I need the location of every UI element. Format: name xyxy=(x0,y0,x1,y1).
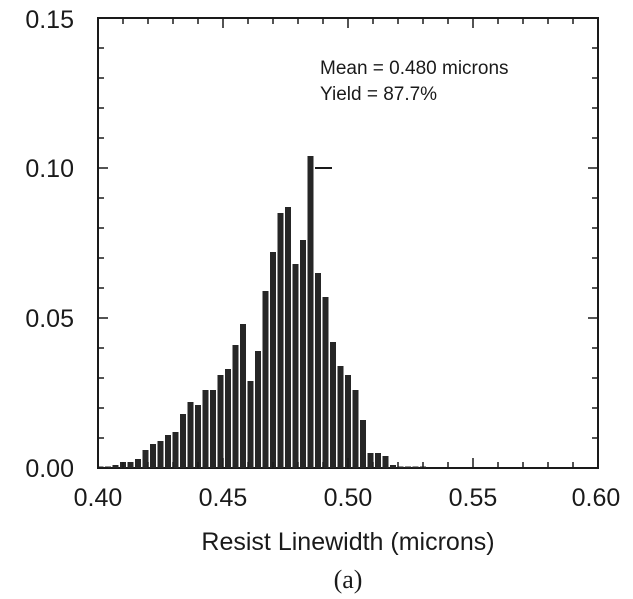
histogram-bar xyxy=(405,466,411,468)
histogram-bar xyxy=(157,441,164,468)
histogram-bar xyxy=(285,207,291,468)
histogram-bar xyxy=(142,450,149,468)
histogram-bar xyxy=(322,297,329,468)
histogram-bar xyxy=(337,366,344,468)
x-tick-label-3: 0.55 xyxy=(449,484,498,512)
x-tick-label-4: 0.60 xyxy=(572,484,621,512)
y-tick-label-0: 0.00 xyxy=(25,455,74,483)
histogram-bar xyxy=(390,465,396,468)
histogram-bar xyxy=(172,432,179,468)
histogram-bar xyxy=(315,273,321,468)
y-tick-label-1: 0.05 xyxy=(25,305,74,333)
y-tick-label-3: 0.15 xyxy=(25,6,74,34)
histogram-bar xyxy=(397,466,404,468)
histogram-bar xyxy=(225,369,231,468)
x-tick-label-1: 0.45 xyxy=(199,484,248,512)
ticks-group xyxy=(97,17,599,469)
figure-caption: (a) xyxy=(334,565,363,594)
mean-annotation: Mean = 0.480 microns xyxy=(320,58,509,79)
histogram-bar xyxy=(382,456,389,468)
histogram-bar xyxy=(255,351,261,468)
histogram-bar xyxy=(375,453,381,468)
histogram-bar xyxy=(240,324,246,468)
y-tick-label-2: 0.10 xyxy=(25,155,74,183)
histogram-bar xyxy=(262,291,269,468)
histogram-bar xyxy=(277,213,284,468)
histogram-bar xyxy=(165,435,171,468)
histogram-bar xyxy=(127,462,134,468)
histogram-bar xyxy=(135,459,141,468)
histogram-bar xyxy=(292,264,299,468)
bars-group xyxy=(97,156,426,468)
histogram-bar xyxy=(352,390,359,468)
histogram-bar xyxy=(330,342,336,468)
histogram-bar xyxy=(247,381,254,468)
x-axis-title: Resist Linewidth (microns) xyxy=(201,528,494,556)
histogram-bar xyxy=(232,345,239,468)
histogram-bar xyxy=(195,405,201,468)
histogram-bar xyxy=(300,240,306,468)
histogram-bar xyxy=(217,375,224,468)
histogram-bar xyxy=(187,402,194,468)
histogram-bar xyxy=(360,420,366,468)
histogram-bar xyxy=(307,156,314,468)
histogram-bar xyxy=(112,465,119,468)
histogram-bar xyxy=(270,252,276,468)
x-tick-label-0: 0.40 xyxy=(74,484,123,512)
histogram-bar xyxy=(180,414,186,468)
histogram-bar xyxy=(367,453,374,468)
yield-annotation: Yield = 87.7% xyxy=(320,84,437,105)
histogram-bar xyxy=(210,390,216,468)
x-tick-label-2: 0.50 xyxy=(324,484,373,512)
histogram-bar xyxy=(345,375,351,468)
histogram-bar xyxy=(150,444,156,468)
histogram-bar xyxy=(412,466,419,468)
histogram-bar xyxy=(202,390,209,468)
